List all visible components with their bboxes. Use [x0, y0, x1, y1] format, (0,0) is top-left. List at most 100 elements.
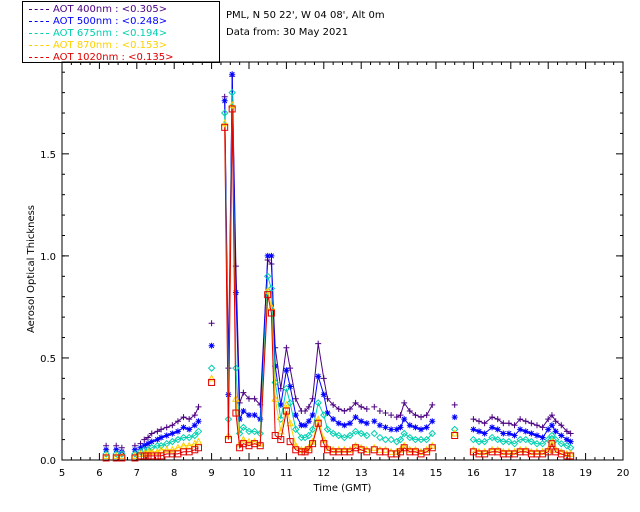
legend-swatch-1020nm	[29, 56, 49, 58]
data-point	[412, 424, 419, 431]
data-point	[381, 435, 390, 444]
data-point	[224, 436, 232, 444]
series-aot-870nm	[102, 100, 575, 459]
data-point	[174, 435, 182, 444]
data-point	[131, 451, 139, 459]
data-point	[528, 420, 535, 427]
data-point	[239, 435, 248, 443]
data-point	[236, 444, 244, 452]
legend-label-870nm: AOT 870nm : <0.153>	[53, 40, 168, 51]
data-point	[287, 383, 294, 390]
data-point	[263, 272, 272, 281]
data-point	[251, 395, 258, 402]
data-point	[320, 411, 328, 419]
data-point	[113, 446, 120, 453]
data-point	[533, 439, 541, 448]
data-point	[371, 403, 378, 410]
series-line	[323, 378, 367, 412]
data-point	[154, 436, 161, 443]
data-point	[401, 416, 408, 423]
data-point	[469, 445, 478, 453]
data-point	[191, 446, 199, 454]
data-point	[112, 451, 121, 459]
data-point	[475, 437, 483, 446]
data-point	[277, 436, 285, 444]
data-point	[388, 412, 395, 419]
data-point	[412, 412, 419, 419]
data-point	[552, 418, 559, 425]
x-tick-label: 11	[280, 468, 293, 479]
data-point	[545, 416, 552, 423]
data-point	[195, 418, 202, 425]
data-point	[208, 342, 215, 349]
data-point	[102, 450, 110, 458]
data-point	[522, 418, 529, 425]
data-point	[400, 444, 408, 452]
data-point	[323, 425, 332, 434]
date-info: Data from: 30 May 2021	[226, 27, 349, 38]
data-point	[376, 422, 383, 429]
data-point	[346, 420, 353, 427]
data-point	[320, 440, 328, 448]
data-point	[567, 452, 575, 460]
data-point	[136, 449, 145, 457]
data-point	[302, 422, 309, 429]
data-point	[517, 426, 524, 433]
data-point	[381, 445, 390, 453]
data-point	[145, 434, 152, 441]
data-point	[158, 426, 165, 433]
data-point	[314, 399, 322, 407]
data-point	[163, 424, 170, 431]
data-point	[406, 408, 413, 415]
data-point	[335, 431, 343, 440]
data-point	[220, 119, 229, 127]
data-point	[358, 403, 365, 410]
data-point	[169, 422, 176, 429]
data-point	[567, 438, 574, 445]
data-point	[282, 407, 290, 415]
data-point	[117, 451, 126, 459]
data-point	[428, 441, 437, 449]
data-point	[267, 309, 275, 317]
data-point	[406, 422, 413, 429]
data-point	[286, 399, 294, 407]
legend-swatch-400nm	[29, 8, 49, 10]
data-point	[429, 418, 436, 425]
data-point	[292, 425, 300, 434]
data-point	[528, 430, 535, 437]
x-tick-label: 10	[243, 468, 256, 479]
data-point	[494, 416, 501, 423]
data-point	[481, 450, 489, 458]
data-point	[228, 105, 236, 113]
data-point	[352, 399, 359, 406]
data-point	[500, 430, 507, 437]
data-point	[527, 437, 536, 446]
data-point	[494, 426, 501, 433]
y-axis-label: Aerosol Optical Thickness	[26, 205, 37, 333]
data-point	[522, 435, 530, 444]
data-point	[324, 410, 331, 417]
series-line	[473, 440, 571, 455]
legend-item-870nm: AOT 870nm : <0.153>	[29, 40, 167, 52]
data-point	[488, 433, 496, 442]
data-point	[147, 447, 156, 455]
data-point	[195, 403, 202, 410]
series-line	[473, 442, 571, 457]
data-point	[341, 422, 348, 429]
data-point	[292, 412, 299, 419]
data-point	[451, 401, 458, 408]
x-tick-label: 12	[317, 468, 330, 479]
data-point	[538, 439, 547, 448]
data-point	[315, 373, 322, 380]
data-point	[137, 444, 144, 451]
data-point	[544, 448, 552, 456]
data-point	[272, 363, 279, 370]
data-point	[563, 452, 571, 460]
data-point	[533, 422, 540, 429]
data-point	[180, 414, 187, 421]
data-point	[163, 432, 170, 439]
data-point	[357, 429, 365, 438]
data-point	[545, 426, 552, 433]
data-point	[186, 416, 193, 423]
series-aot-1020nm	[102, 105, 575, 462]
